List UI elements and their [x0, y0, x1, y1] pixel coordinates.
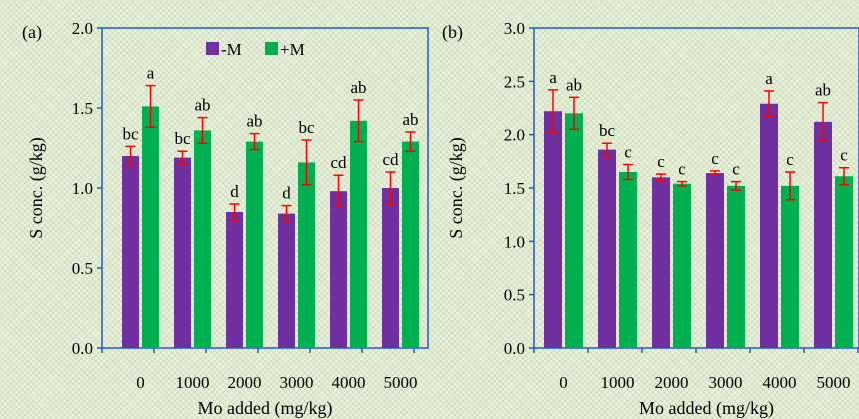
panel-a-legend-swatch	[265, 42, 278, 55]
panel-a-significance-letter: d	[230, 182, 239, 201]
panel-b-significance-letter: c	[711, 149, 719, 168]
panel-b-significance-letter: c	[840, 146, 848, 165]
panel-a-x-tick-label: 2000	[228, 373, 262, 392]
panel-a-bar	[226, 212, 243, 348]
panel-b-y-tick-label: 2.0	[504, 126, 525, 145]
panel-b-bar	[544, 111, 562, 348]
panel-b-significance-letter: a	[765, 69, 773, 88]
panel-a-bar	[350, 120, 367, 348]
panel-a-bar	[402, 141, 419, 348]
panel-a-significance-letter: a	[147, 64, 155, 83]
panel-a-x-tick-label: 3000	[280, 373, 314, 392]
panel-a-y-tick-label: 0.0	[72, 339, 93, 358]
panel-b-x-tick-label: 2000	[655, 373, 689, 392]
panel-b-y-tick-label: 1.0	[504, 232, 525, 251]
panel-a-significance-letter: cd	[382, 150, 399, 169]
panel-b-x-tick-label: 1000	[601, 373, 635, 392]
panel-a-legend-swatch	[206, 42, 219, 55]
panel-a-x-tick-label: 0	[136, 373, 145, 392]
panel-b-significance-letter: c	[624, 143, 632, 162]
panel-b-significance-letter: ab	[566, 75, 582, 94]
panel-b-significance-letter: c	[786, 150, 794, 169]
panel-a-y-tick-label: 0.5	[72, 259, 93, 278]
panel-a-significance-letter: ab	[194, 96, 210, 115]
panel-b-x-tick-label: 0	[559, 373, 568, 392]
panel-a-significance-letter: d	[282, 184, 291, 203]
panel-a-y-tick-label: 1.0	[72, 179, 93, 198]
panel-b-significance-letter: c	[657, 152, 665, 171]
panel-a-bar	[382, 188, 399, 348]
panel-a-x-tick-label: 5000	[384, 373, 418, 392]
panel-b-x-tick-label: 4000	[763, 373, 797, 392]
panel-a-bar	[278, 213, 295, 348]
panel-a-bar	[174, 157, 191, 348]
panel-a-y-tick-label: 1.5	[72, 99, 93, 118]
panel-b-bar	[781, 185, 799, 348]
panel-a-significance-letter: bc	[298, 118, 315, 137]
panel-b-bar	[652, 177, 670, 348]
panel-b-y-axis-title: S conc. (g/kg)	[446, 137, 467, 238]
panel-b-bar	[814, 121, 832, 348]
panel-b-y-tick-label: 0.0	[504, 339, 525, 358]
panel-b-x-tick-label: 3000	[709, 373, 743, 392]
panel-b-significance-letter: bc	[599, 121, 616, 140]
panel-b-bar	[565, 113, 583, 348]
panel-b-bar	[706, 173, 724, 348]
panel-a-significance-letter: ab	[350, 78, 366, 97]
panel-a-bar	[194, 130, 211, 348]
panel-a-significance-letter: bc	[122, 124, 139, 143]
panel-b-bar	[673, 183, 691, 348]
panel-b-y-tick-label: 1.5	[504, 179, 525, 198]
panel-a-legend-label: -M	[221, 40, 242, 59]
panel-a-significance-letter: bc	[174, 129, 191, 148]
panel-b-significance-letter: c	[732, 160, 740, 179]
panel-a-x-tick-label: 4000	[332, 373, 366, 392]
panel-b-bar	[835, 176, 853, 348]
panel-a-y-tick-label: 2.0	[72, 19, 93, 38]
panel-b-bar	[598, 149, 616, 348]
panel-a-significance-letter: cd	[330, 153, 347, 172]
panel-b-x-tick-label: 5000	[817, 373, 851, 392]
panel-a-bar	[298, 162, 315, 348]
panel-a-panel-label: (a)	[22, 22, 42, 43]
panel-a-y-axis-title: S conc. (g/kg)	[26, 137, 47, 238]
panel-b-x-axis-title: Mo added (mg/kg)	[639, 398, 774, 419]
panel-b-y-tick-label: 2.5	[504, 72, 525, 91]
panel-a-bar	[246, 141, 263, 348]
panel-a-bar	[122, 156, 139, 348]
panel-a-significance-letter: ab	[246, 112, 262, 131]
panel-b-bar	[760, 103, 778, 348]
panel-b-bar	[619, 172, 637, 348]
panel-a-significance-letter: ab	[402, 110, 418, 129]
panel-a-legend-label: +M	[280, 40, 305, 59]
panel-a-x-tick-label: 1000	[176, 373, 210, 392]
panel-b-significance-letter: ab	[815, 81, 831, 100]
panel-b-panel-label: (b)	[442, 22, 463, 43]
panel-b-bar	[727, 185, 745, 348]
panel-b-significance-letter: a	[549, 68, 557, 87]
panel-a-bar	[142, 106, 159, 349]
panel-a-bar	[330, 191, 347, 348]
panel-b-y-tick-label: 3.0	[504, 19, 525, 38]
panel-b-significance-letter: c	[678, 160, 686, 179]
panel-b-y-tick-label: 0.5	[504, 286, 525, 305]
panel-a-x-axis-title: Mo added (mg/kg)	[198, 398, 333, 419]
